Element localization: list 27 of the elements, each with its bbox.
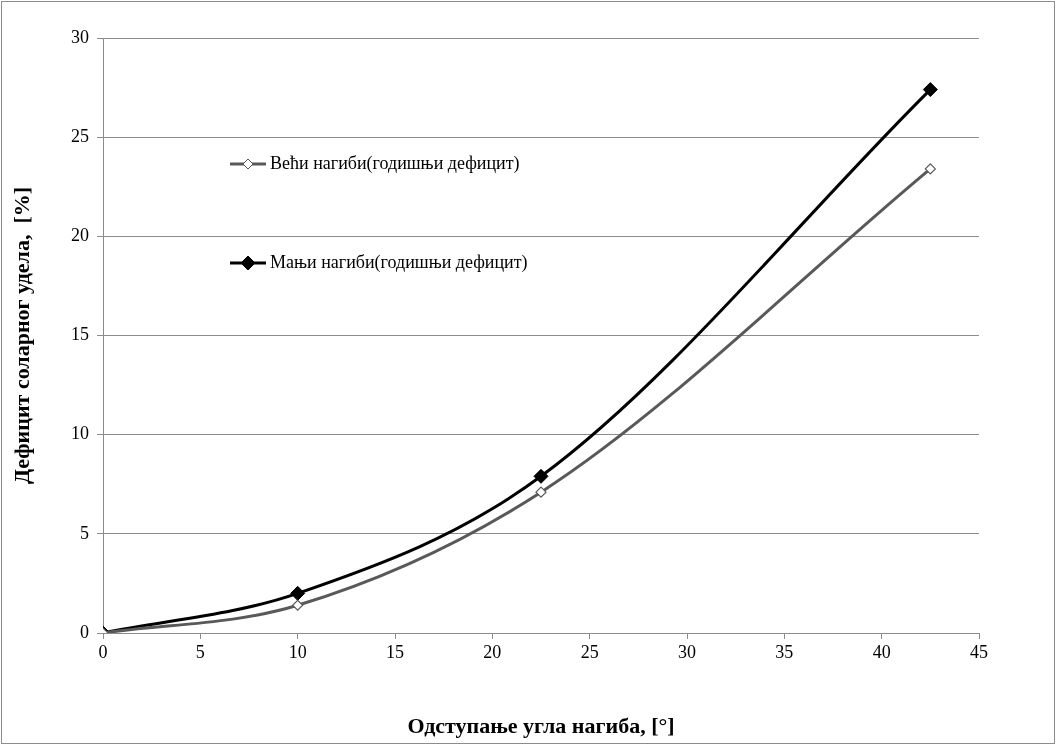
y-tick-label: 5 [80,522,89,543]
x-tick-label: 35 [775,641,794,662]
y-axis-title: Дефицит соларног удела, [%] [8,186,34,485]
x-tick-label: 30 [678,641,696,662]
x-tick-label: 45 [970,641,988,662]
x-tick-label: 5 [195,641,205,662]
x-tick-label: 0 [98,641,108,662]
y-tick-label: 20 [71,225,89,246]
y-tick-label: 30 [71,26,89,47]
y-tick-label: 0 [80,621,89,642]
y-tick-label: 10 [71,423,89,444]
point [924,163,936,175]
x-tick-label: 40 [872,641,891,662]
point [922,82,938,98]
point [533,468,549,484]
x-tick-label: 15 [386,641,404,662]
y-tick-label: 15 [71,324,89,345]
point [292,599,304,611]
x-tick-label: 20 [483,641,502,662]
x-axis-title: Одступање угла нагиба, [°] [407,713,675,739]
legend-label: Већи нагиби(годишњи дефицит) [270,153,520,174]
legend-label: Мањи нагиби(годишњи дефицит) [270,252,528,273]
y-tick-label: 25 [71,125,89,146]
point [535,486,547,498]
point [290,585,306,601]
x-tick-label: 25 [580,641,599,662]
x-tick-label: 10 [288,641,307,662]
